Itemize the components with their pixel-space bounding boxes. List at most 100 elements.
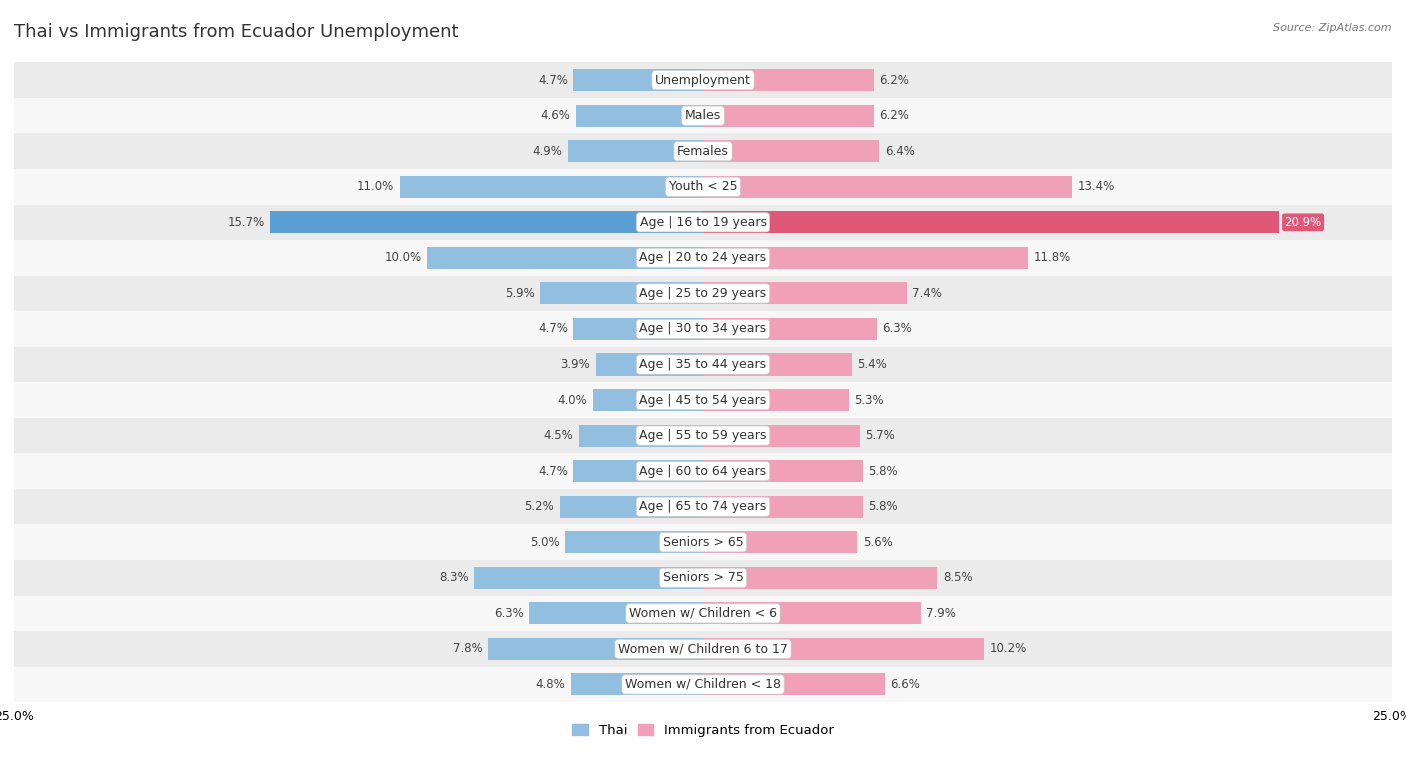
Bar [571, 674, 703, 696]
Bar [574, 460, 703, 482]
Text: Age | 60 to 64 years: Age | 60 to 64 years [640, 465, 766, 478]
Text: 6.6%: 6.6% [890, 678, 921, 691]
Text: 4.0%: 4.0% [558, 394, 588, 407]
Text: Age | 55 to 59 years: Age | 55 to 59 years [640, 429, 766, 442]
Bar [14, 311, 1392, 347]
Text: Females: Females [678, 145, 728, 157]
Bar [474, 567, 703, 589]
Text: 6.4%: 6.4% [884, 145, 915, 157]
Bar [703, 425, 860, 447]
Text: 4.6%: 4.6% [541, 109, 571, 122]
Text: 5.4%: 5.4% [858, 358, 887, 371]
Bar [14, 525, 1392, 560]
Text: Seniors > 65: Seniors > 65 [662, 536, 744, 549]
Text: 4.8%: 4.8% [536, 678, 565, 691]
Text: 7.8%: 7.8% [453, 643, 482, 656]
Text: 4.7%: 4.7% [538, 322, 568, 335]
Bar [14, 62, 1392, 98]
Text: 7.4%: 7.4% [912, 287, 942, 300]
Text: 8.3%: 8.3% [439, 572, 468, 584]
Text: 4.5%: 4.5% [544, 429, 574, 442]
Text: Thai vs Immigrants from Ecuador Unemployment: Thai vs Immigrants from Ecuador Unemploy… [14, 23, 458, 41]
Text: 8.5%: 8.5% [943, 572, 973, 584]
Text: Age | 45 to 54 years: Age | 45 to 54 years [640, 394, 766, 407]
Bar [703, 354, 852, 375]
Text: 6.3%: 6.3% [494, 607, 524, 620]
Text: 6.2%: 6.2% [879, 109, 910, 122]
Text: Males: Males [685, 109, 721, 122]
Bar [703, 140, 879, 162]
Bar [703, 318, 876, 340]
Text: 5.0%: 5.0% [530, 536, 560, 549]
Bar [703, 389, 849, 411]
Bar [488, 638, 703, 660]
Bar [14, 276, 1392, 311]
Bar [703, 247, 1028, 269]
Text: Age | 20 to 24 years: Age | 20 to 24 years [640, 251, 766, 264]
Bar [14, 560, 1392, 596]
Bar [14, 133, 1392, 169]
Text: 10.2%: 10.2% [990, 643, 1026, 656]
Bar [596, 354, 703, 375]
Text: 5.9%: 5.9% [505, 287, 534, 300]
Bar [568, 140, 703, 162]
Bar [703, 176, 1073, 198]
Bar [14, 169, 1392, 204]
Text: Age | 65 to 74 years: Age | 65 to 74 years [640, 500, 766, 513]
Bar [560, 496, 703, 518]
Bar [14, 347, 1392, 382]
Bar [14, 204, 1392, 240]
Bar [14, 418, 1392, 453]
Text: Women w/ Children 6 to 17: Women w/ Children 6 to 17 [619, 643, 787, 656]
Text: Youth < 25: Youth < 25 [669, 180, 737, 193]
Bar [574, 69, 703, 91]
Bar [703, 282, 907, 304]
Text: Women w/ Children < 6: Women w/ Children < 6 [628, 607, 778, 620]
Bar [14, 98, 1392, 133]
Bar [579, 425, 703, 447]
Text: Seniors > 75: Seniors > 75 [662, 572, 744, 584]
Bar [703, 638, 984, 660]
Bar [703, 531, 858, 553]
Text: 11.8%: 11.8% [1033, 251, 1071, 264]
Bar [703, 69, 875, 91]
Text: Age | 16 to 19 years: Age | 16 to 19 years [640, 216, 766, 229]
Bar [703, 567, 938, 589]
Text: 10.0%: 10.0% [385, 251, 422, 264]
Text: 5.7%: 5.7% [866, 429, 896, 442]
Bar [530, 603, 703, 625]
Bar [593, 389, 703, 411]
Text: Age | 30 to 34 years: Age | 30 to 34 years [640, 322, 766, 335]
Text: 5.3%: 5.3% [855, 394, 884, 407]
Text: 20.9%: 20.9% [1285, 216, 1322, 229]
Text: Unemployment: Unemployment [655, 73, 751, 86]
Bar [576, 104, 703, 126]
Bar [270, 211, 703, 233]
Text: 6.3%: 6.3% [882, 322, 912, 335]
Bar [14, 596, 1392, 631]
Text: Source: ZipAtlas.com: Source: ZipAtlas.com [1274, 23, 1392, 33]
Bar [565, 531, 703, 553]
Text: 5.8%: 5.8% [869, 500, 898, 513]
Legend: Thai, Immigrants from Ecuador: Thai, Immigrants from Ecuador [567, 719, 839, 743]
Text: 4.9%: 4.9% [533, 145, 562, 157]
Text: Age | 25 to 29 years: Age | 25 to 29 years [640, 287, 766, 300]
Bar [703, 674, 884, 696]
Bar [14, 240, 1392, 276]
Text: 5.2%: 5.2% [524, 500, 554, 513]
Bar [703, 496, 863, 518]
Text: 3.9%: 3.9% [560, 358, 591, 371]
Text: 15.7%: 15.7% [228, 216, 264, 229]
Bar [703, 104, 875, 126]
Bar [399, 176, 703, 198]
Bar [540, 282, 703, 304]
Text: 5.6%: 5.6% [863, 536, 893, 549]
Text: 11.0%: 11.0% [357, 180, 394, 193]
Text: 7.9%: 7.9% [927, 607, 956, 620]
Bar [14, 489, 1392, 525]
Text: 6.2%: 6.2% [879, 73, 910, 86]
Bar [14, 382, 1392, 418]
Text: 4.7%: 4.7% [538, 73, 568, 86]
Bar [427, 247, 703, 269]
Text: 4.7%: 4.7% [538, 465, 568, 478]
